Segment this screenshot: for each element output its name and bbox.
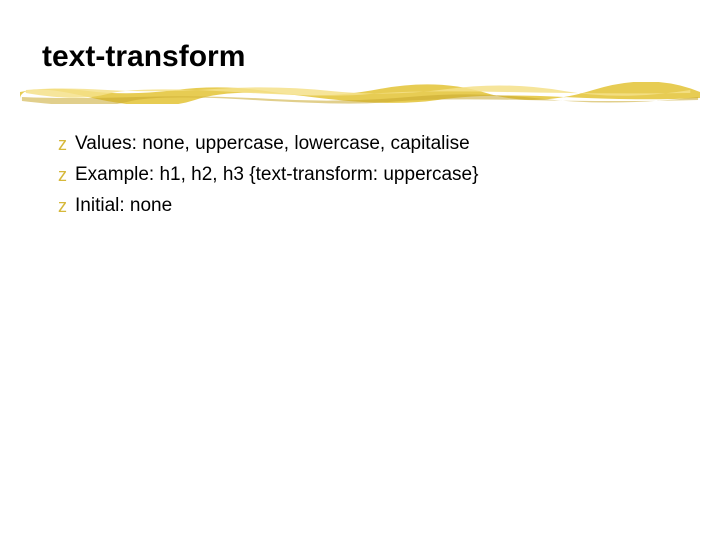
bullet-icon: z: [58, 192, 67, 221]
bullet-icon: z: [58, 130, 67, 159]
list-item: z Initial: none: [58, 192, 670, 221]
bullet-text: Values: none, uppercase, lowercase, capi…: [75, 130, 670, 159]
bullet-icon: z: [58, 161, 67, 190]
title-underline-brush: [20, 82, 700, 104]
bullet-text: Initial: none: [75, 192, 670, 221]
bullet-text: Example: h1, h2, h3 {text-transform: upp…: [75, 161, 670, 190]
list-item: z Values: none, uppercase, lowercase, ca…: [58, 130, 670, 159]
bullet-list: z Values: none, uppercase, lowercase, ca…: [50, 130, 670, 220]
slide-title: text-transform: [42, 40, 670, 74]
list-item: z Example: h1, h2, h3 {text-transform: u…: [58, 161, 670, 190]
slide: text-transform z Values: none, uppercase…: [0, 0, 720, 262]
